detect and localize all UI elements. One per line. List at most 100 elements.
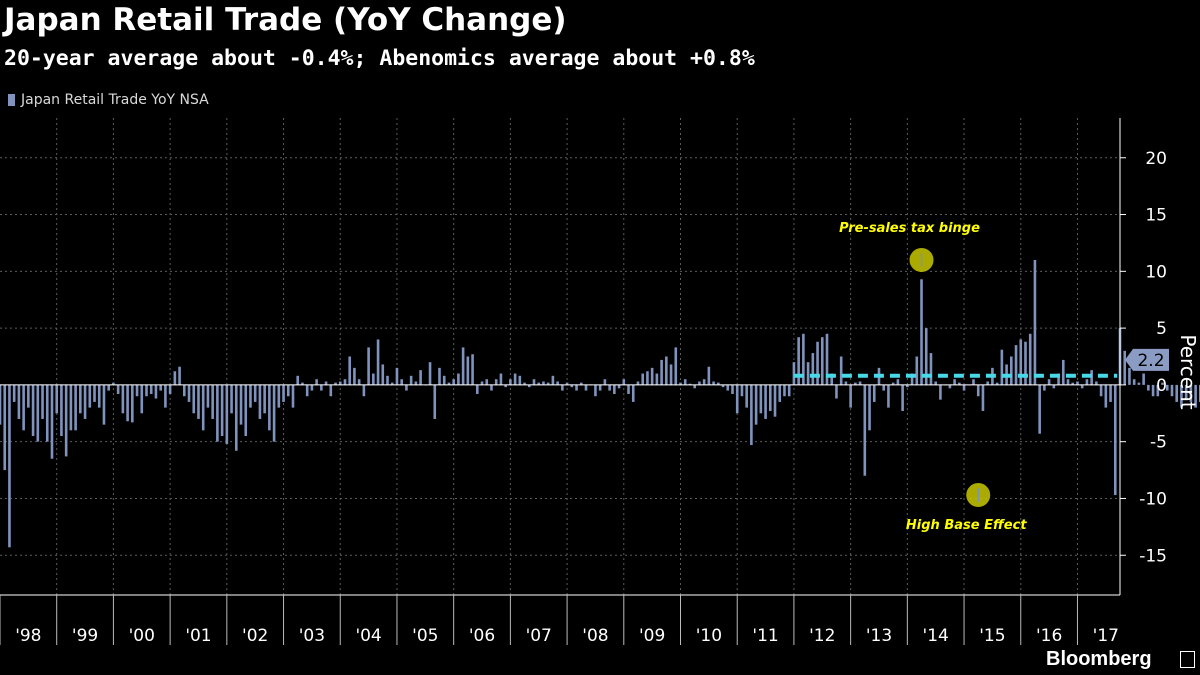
bar — [797, 337, 800, 385]
bar — [929, 353, 933, 385]
bar — [1080, 384, 1084, 389]
bar — [131, 384, 134, 423]
bar — [1099, 384, 1103, 397]
bar — [565, 382, 569, 385]
x-tick-label: '03 — [299, 626, 325, 646]
x-tick-label: '15 — [979, 626, 1005, 646]
bar — [466, 356, 470, 385]
x-tick-label: '08 — [582, 626, 608, 646]
bar — [636, 381, 640, 385]
bar — [882, 384, 886, 391]
bar — [537, 382, 541, 385]
bar — [367, 347, 370, 385]
bar — [414, 381, 418, 385]
bar — [121, 384, 125, 414]
bar — [135, 384, 139, 397]
bar — [27, 384, 30, 408]
bar — [301, 382, 304, 385]
bar — [83, 384, 87, 419]
bar — [239, 384, 243, 425]
bar — [60, 384, 63, 436]
bar — [523, 382, 526, 385]
bar — [428, 362, 432, 385]
bar — [778, 384, 782, 402]
bar — [872, 384, 876, 402]
bar — [1137, 382, 1141, 385]
last-value-badge — [1125, 348, 1169, 371]
bar — [768, 384, 772, 412]
bar — [825, 333, 829, 385]
bar — [145, 384, 148, 397]
legend: Japan Retail Trade YoY NSA — [8, 91, 209, 109]
bar — [641, 373, 644, 385]
bar — [409, 375, 413, 385]
bar — [1151, 384, 1155, 397]
bar — [613, 384, 616, 394]
chart-title: Japan Retail Trade (YoY Change) — [4, 2, 567, 38]
bar — [50, 384, 54, 459]
bar — [896, 379, 900, 385]
bar — [891, 382, 895, 385]
bar — [731, 384, 734, 394]
bar — [315, 379, 318, 385]
bar — [735, 384, 739, 414]
bar — [594, 384, 597, 397]
bar — [452, 379, 455, 385]
bar — [282, 384, 285, 402]
bar — [164, 384, 167, 408]
bar — [405, 384, 408, 391]
bar — [802, 333, 805, 385]
bar — [849, 384, 852, 408]
legend-label: Japan Retail Trade YoY NSA — [21, 92, 209, 108]
bar — [693, 384, 696, 389]
bar — [494, 379, 498, 385]
x-tick-label: '17 — [1093, 626, 1119, 646]
bar — [343, 379, 347, 385]
bar — [726, 384, 730, 391]
bar — [513, 373, 517, 385]
bar — [88, 384, 92, 408]
bar — [962, 384, 966, 391]
last-value-label: 2.2 — [1137, 351, 1164, 371]
bar — [296, 375, 300, 385]
bar — [901, 384, 904, 412]
bar — [1010, 356, 1013, 385]
bar — [976, 384, 980, 397]
bar — [575, 384, 578, 391]
x-tick-label: '98 — [15, 626, 41, 646]
bar — [712, 381, 715, 385]
bar — [1033, 259, 1037, 385]
bar — [1066, 379, 1070, 385]
bar — [986, 381, 989, 385]
bar — [234, 384, 238, 451]
y-tick-label: -10 — [1139, 489, 1167, 509]
bar — [268, 384, 271, 431]
bar — [570, 384, 574, 388]
bar — [159, 384, 162, 391]
bar — [924, 328, 928, 385]
bar — [286, 384, 290, 397]
bar — [372, 373, 375, 385]
bar — [348, 356, 352, 385]
bar — [168, 384, 172, 394]
bar — [1180, 384, 1183, 408]
bar — [646, 371, 649, 385]
bar — [764, 384, 767, 419]
bar — [1142, 373, 1145, 385]
bar — [1095, 381, 1098, 385]
bar — [211, 384, 214, 419]
bar — [995, 382, 999, 385]
bar — [674, 347, 678, 385]
bar — [920, 279, 923, 385]
bar — [320, 384, 323, 391]
bar — [1014, 345, 1018, 385]
bar — [1061, 359, 1065, 385]
bar — [939, 384, 942, 400]
bar — [972, 379, 975, 385]
bar — [783, 384, 786, 397]
bar — [116, 384, 120, 394]
bar — [948, 384, 952, 389]
bar — [1161, 382, 1164, 385]
y-tick-label: 20 — [1145, 149, 1167, 169]
